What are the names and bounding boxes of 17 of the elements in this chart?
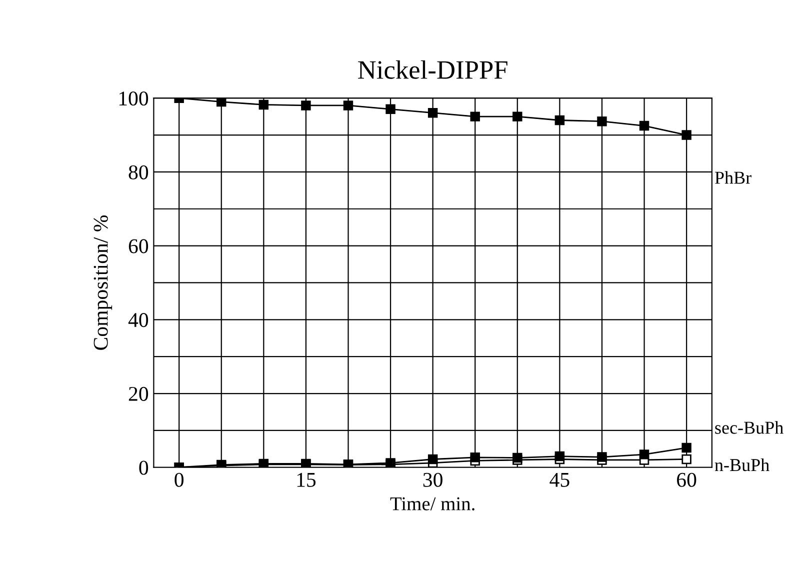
y-axis-title: Composition/ %: [94, 215, 112, 350]
y-tick-label: 80: [128, 165, 148, 180]
x-tick-label: 60: [677, 472, 696, 487]
y-tick-label: 40: [128, 313, 148, 328]
x-tick-label: 30: [423, 472, 442, 487]
series-label: n-BuPh: [714, 458, 770, 472]
x-axis-title: Time/ min.: [390, 497, 474, 510]
x-tick-label: 0: [174, 472, 184, 487]
y-tick-label: 20: [128, 386, 148, 401]
x-tick-label: 15: [297, 472, 316, 487]
y-tick-label: 0: [139, 460, 148, 475]
series-label: sec-BuPh: [715, 421, 784, 434]
text: PhBr: [714, 171, 752, 184]
chart-title: Nickel-DIPPF: [358, 60, 508, 79]
x-tick-label: 45: [550, 472, 570, 487]
y-tick-label: 60: [128, 239, 148, 254]
y-tick-label: 100: [119, 91, 148, 106]
